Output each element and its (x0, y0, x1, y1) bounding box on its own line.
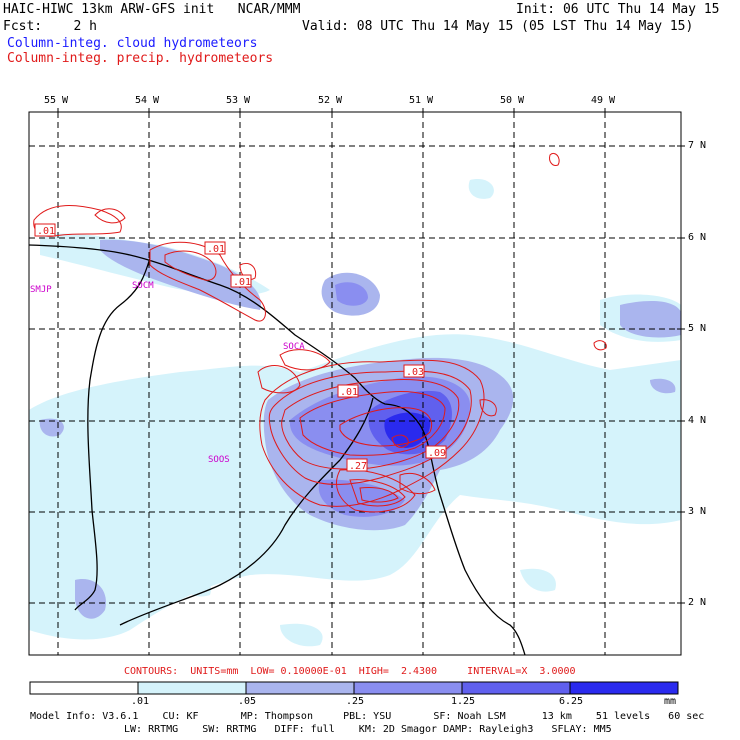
station-label: SOCA (283, 342, 305, 352)
init-time: Init: 06 UTC Thu 14 May 15 (516, 2, 720, 17)
lon-label: 53 W (226, 95, 251, 106)
lon-label: 51 W (409, 95, 434, 106)
forecast-hour: Fcst: 2 h (3, 19, 97, 34)
lon-label: 55 W (44, 95, 69, 106)
contour-info: CONTOURS: UNITS=mm LOW= 0.10000E-01 HIGH… (124, 666, 576, 677)
contour-label: .03 (403, 364, 425, 378)
contour-label: .01 (34, 223, 56, 237)
field-cloud-label: Column-integ. cloud hydrometeors (7, 36, 258, 51)
contour-label: .01 (337, 384, 359, 398)
valid-time: Valid: 08 UTC Thu 14 May 15 (05 LST Thu … (302, 19, 694, 34)
colorbar (29, 681, 679, 695)
contour-label: .01 (204, 241, 226, 255)
svg-text:.27: .27 (349, 461, 367, 472)
map-frame (28, 111, 682, 656)
contour-label: .09 (425, 445, 447, 459)
lon-label: 50 W (500, 95, 525, 106)
svg-text:.01: .01 (207, 244, 225, 255)
lat-label: 5 N (688, 323, 707, 334)
lat-label: 3 N (688, 506, 707, 517)
svg-text:.01: .01 (37, 226, 55, 237)
frame-ticks (57, 108, 685, 604)
station-label: SOCM (132, 281, 154, 291)
lat-label: 7 N (688, 140, 707, 151)
plot-title: HAIC-HIWC 13km ARW-GFS init NCAR/MMM (3, 2, 301, 17)
lon-label: 49 W (591, 95, 616, 106)
colorbar-tick: 6.25 (559, 696, 584, 707)
colorbar-tick: .01 (131, 696, 150, 707)
svg-text:.03: .03 (406, 367, 424, 378)
svg-text:.01: .01 (340, 387, 358, 398)
lon-label: 54 W (135, 95, 160, 106)
coastline (29, 244, 526, 655)
station-label: SMJP (30, 285, 52, 295)
lon-label: 52 W (318, 95, 343, 106)
colorbar-units: mm (664, 696, 677, 707)
colorbar-tick: 1.25 (451, 696, 476, 707)
colorbar-tick: .05 (238, 696, 257, 707)
lat-label: 2 N (688, 597, 707, 608)
svg-text:.09: .09 (428, 448, 446, 459)
field-precip-label: Column-integ. precip. hydrometeors (7, 51, 274, 66)
svg-text:.01: .01 (233, 277, 251, 288)
station-label: SOOS (208, 455, 230, 465)
colorbar-tick: .25 (346, 696, 365, 707)
lat-label: 6 N (688, 232, 707, 243)
model-info-line2: LW: RRTMG SW: RRTMG DIFF: full KM: 2D Sm… (124, 724, 612, 735)
precip-contours (33, 152, 607, 513)
contour-label: .27 (346, 458, 368, 472)
contour-label: .01 (230, 274, 252, 288)
model-info-line1: Model Info: V3.6.1 CU: KF MP: Thompson P… (30, 711, 705, 722)
lat-lon-grid (29, 112, 681, 655)
lat-label: 4 N (688, 415, 707, 426)
